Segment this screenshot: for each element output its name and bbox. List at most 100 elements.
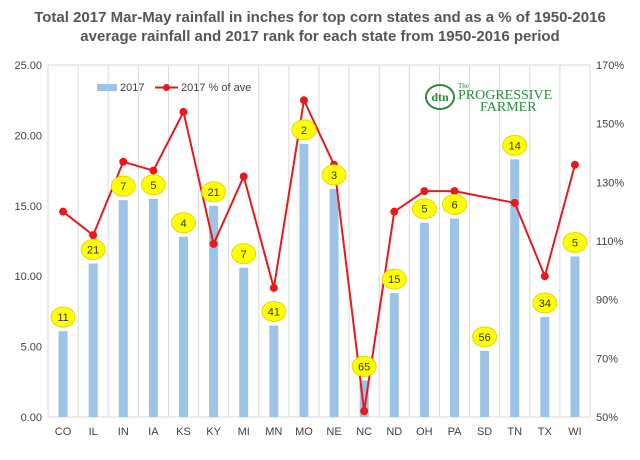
rank-bubble (140, 174, 166, 196)
x-tick-label: IL (89, 426, 98, 438)
point-pct-of-average (360, 407, 369, 416)
point-pct-of-average (119, 157, 128, 166)
logo-the: The (458, 82, 469, 90)
rank-bubble (291, 119, 317, 141)
x-tick-label: NE (326, 426, 341, 438)
bar-rainfall (540, 317, 550, 417)
bar-rainfall (570, 256, 580, 417)
bar-rainfall (88, 263, 98, 417)
rank-label: 21 (207, 187, 219, 199)
rank-bubble (381, 268, 407, 290)
x-tick-label: MO (295, 426, 313, 438)
y-right-tick-label: 130% (596, 177, 624, 189)
rank-label: 41 (268, 306, 280, 318)
x-tick-label: TX (538, 426, 553, 438)
rank-label: 14 (509, 140, 521, 152)
point-pct-of-average (239, 172, 248, 181)
x-tick-label: SD (477, 426, 492, 438)
bar-rainfall (209, 205, 219, 417)
rank-label: 11 (57, 312, 68, 324)
rank-bubble (321, 164, 347, 186)
point-pct-of-average (179, 107, 188, 116)
rank-bubble (472, 326, 498, 348)
y-left-tick-label: 15.00 (14, 201, 42, 213)
y-right-tick-label: 70% (596, 353, 618, 365)
point-pct-of-average (540, 272, 549, 281)
bar-rainfall (359, 380, 369, 417)
y-right-tick-label: 90% (596, 295, 618, 307)
x-tick-label: IN (118, 426, 129, 438)
rank-label: 2 (301, 125, 307, 137)
bar-rainfall (58, 331, 68, 417)
point-pct-of-average (390, 207, 399, 216)
rank-label: 5 (421, 204, 427, 216)
rank-bubble (110, 175, 136, 197)
legend-line-label: 2017 % of ave (181, 82, 251, 94)
bar-rainfall (419, 222, 429, 417)
rank-label: 65 (358, 361, 370, 373)
x-tick-label: PA (448, 426, 463, 438)
rank-label: 4 (180, 218, 186, 230)
chart-title-line2: average rainfall and 2017 rank for each … (80, 28, 560, 45)
rank-bubble (532, 292, 558, 314)
x-tick-label: IA (148, 426, 159, 438)
legend: 2017 2017 % of ave (97, 82, 251, 94)
dtn-logo-mark: dtn (431, 90, 449, 104)
chart-title: Total 2017 Mar-May rainfall in inches fo… (0, 8, 640, 46)
rank-bubble (562, 231, 588, 253)
bar-rainfall (148, 198, 158, 417)
point-pct-of-average (450, 187, 459, 196)
point-pct-of-average (59, 207, 68, 216)
rank-bubble (502, 134, 528, 156)
rank-label: 21 (87, 245, 99, 257)
y-left-tick-label: 5.00 (21, 342, 42, 354)
point-pct-of-average (269, 283, 278, 292)
x-tick-label: MN (265, 426, 282, 438)
bar-rainfall (480, 350, 490, 417)
rank-bubble (50, 306, 76, 328)
x-tick-label: WI (568, 426, 581, 438)
logo-name-line2: FARMER (480, 100, 537, 115)
bar-rainfall (239, 267, 249, 417)
y-left-tick-label: 25.00 (14, 60, 42, 72)
rank-label: 34 (539, 298, 551, 310)
axis-layer: 0.00 5.00 10.00 15.00 20.00 25.00 50% 70% 90% 110… (14, 60, 624, 438)
rank-label: 5 (572, 237, 578, 249)
legend-line-marker (163, 84, 170, 91)
bar-rainfall (299, 143, 309, 417)
y-right-tick-label: 50% (596, 412, 618, 424)
point-pct-of-average (149, 166, 158, 175)
bar-rainfall (118, 200, 128, 417)
rank-label: 3 (331, 170, 337, 182)
rank-bubble (442, 193, 467, 215)
x-tick-label: OH (416, 426, 433, 438)
bar-rainfall (450, 218, 459, 417)
x-tick-label: KY (206, 426, 221, 438)
bars-layer (58, 143, 580, 417)
point-pct-of-average (570, 160, 579, 169)
x-tick-label: NC (356, 426, 372, 438)
rank-bubble (261, 300, 287, 322)
legend-bar-swatch (97, 84, 117, 91)
rank-bubble (80, 239, 106, 261)
y-left-tick-label: 0.00 (21, 412, 42, 424)
rank-label: 7 (120, 181, 126, 193)
point-pct-of-average (420, 187, 429, 196)
x-tick-label: CO (55, 426, 72, 438)
point-pct-of-average (209, 239, 218, 248)
rank-bubble (411, 198, 437, 220)
y-left-tick-label: 20.00 (14, 130, 42, 142)
bar-rainfall (329, 188, 339, 417)
bar-rainfall (179, 236, 188, 417)
point-pct-of-average (89, 231, 98, 240)
rank-label: 5 (150, 180, 156, 192)
x-tick-label: KS (176, 426, 191, 438)
rank-bubble (201, 181, 227, 203)
rank-label: 7 (241, 249, 247, 261)
grid-layer (47, 64, 591, 418)
logo-name-line1: PROGRESSIVE (458, 88, 552, 103)
y-right-tick-label: 110% (596, 236, 624, 248)
y-right-tick-label: 150% (596, 119, 624, 131)
